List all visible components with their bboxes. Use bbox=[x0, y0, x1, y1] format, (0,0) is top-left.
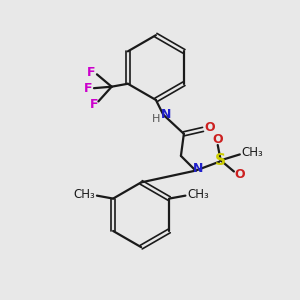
Text: O: O bbox=[205, 122, 215, 134]
Text: N: N bbox=[193, 162, 203, 175]
Text: N: N bbox=[160, 108, 171, 121]
Text: CH₃: CH₃ bbox=[74, 188, 95, 201]
Text: F: F bbox=[90, 98, 98, 111]
Text: F: F bbox=[87, 66, 96, 80]
Text: H: H bbox=[152, 114, 160, 124]
Text: O: O bbox=[234, 168, 244, 181]
Text: CH₃: CH₃ bbox=[187, 188, 209, 201]
Text: O: O bbox=[212, 133, 223, 146]
Text: F: F bbox=[84, 82, 92, 95]
Text: S: S bbox=[215, 153, 226, 168]
Text: CH₃: CH₃ bbox=[241, 146, 263, 159]
